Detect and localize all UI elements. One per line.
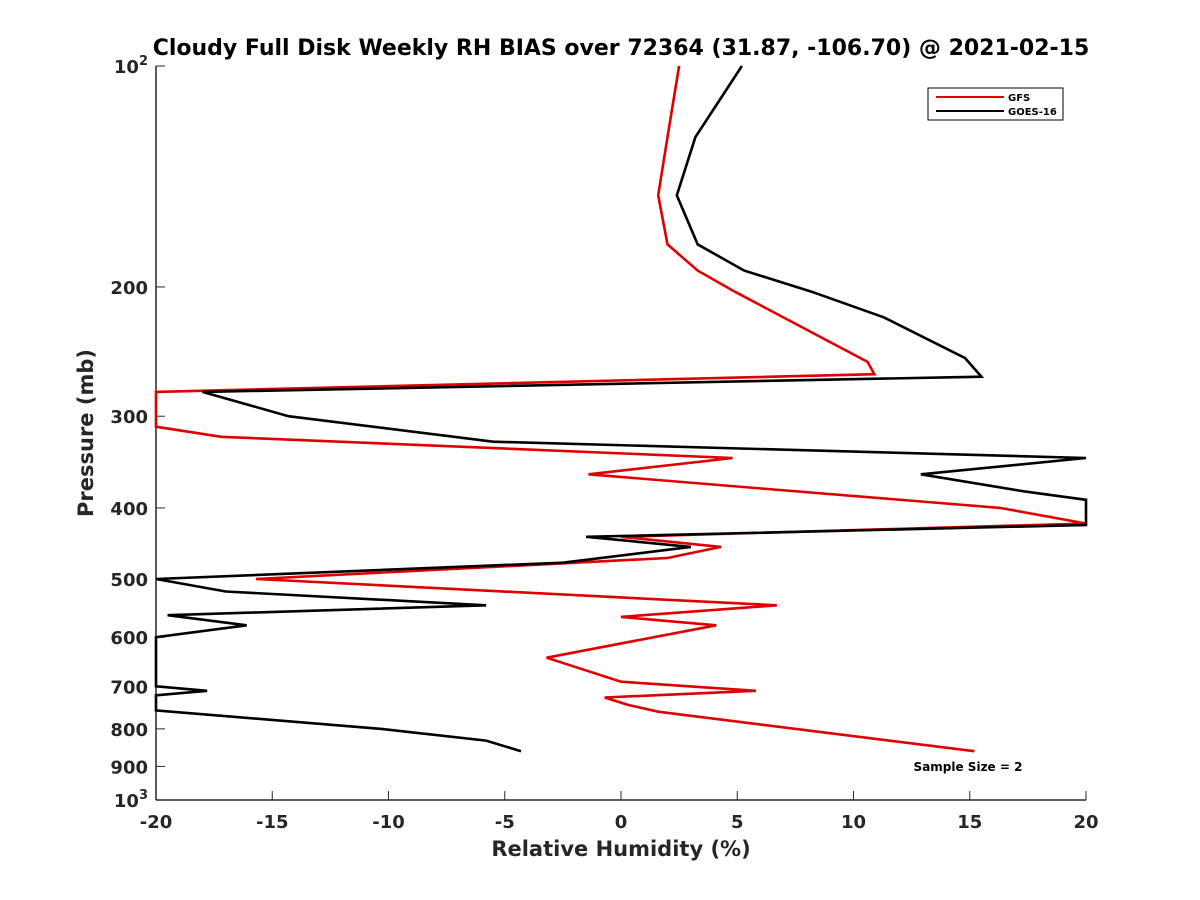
y-tick-label: 200 [110,278,148,299]
legend: GFS GOES-16 [927,87,1064,121]
x-tick-label: -15 [256,812,289,833]
y-tick-label: 102 [114,54,148,78]
y-tick-label: 700 [110,677,148,698]
x-tick-label: -20 [140,812,173,833]
y-tick-label: 800 [110,720,148,741]
x-tick-label: 0 [615,812,628,833]
y-tick-label: 103 [114,788,148,812]
chart-title: Cloudy Full Disk Weekly RH BIAS over 723… [153,36,1090,61]
y-axis-label: Pressure (mb) [74,349,98,517]
x-tick-label: -5 [495,812,515,833]
axes: -20 -15 -10 -5 0 5 10 15 20 102 200 300 400 500 600 700… [110,54,1098,833]
y-tick-label: 500 [110,570,148,591]
x-tick-label: 15 [957,812,982,833]
x-tick-label: -10 [372,812,405,833]
y-tick-label: 400 [110,499,148,520]
x-tick-label: 20 [1073,812,1098,833]
legend-label-gfs: GFS [1008,93,1030,104]
sample-size-annotation: Sample Size = 2 [914,760,1023,774]
y-tick-label: 300 [110,407,148,428]
series-line-goes-16 [154,65,1088,753]
x-tick-label: 5 [731,812,744,833]
y-tick-label: 900 [110,757,148,778]
x-axis-label: Relative Humidity (%) [491,837,750,861]
series-line-gfs [154,65,1087,753]
series-layer [154,65,1088,753]
legend-box [927,87,1064,121]
x-tick-label: 10 [841,812,866,833]
legend-label-goes-16: GOES-16 [1008,107,1057,118]
y-tick-label: 600 [110,628,148,649]
